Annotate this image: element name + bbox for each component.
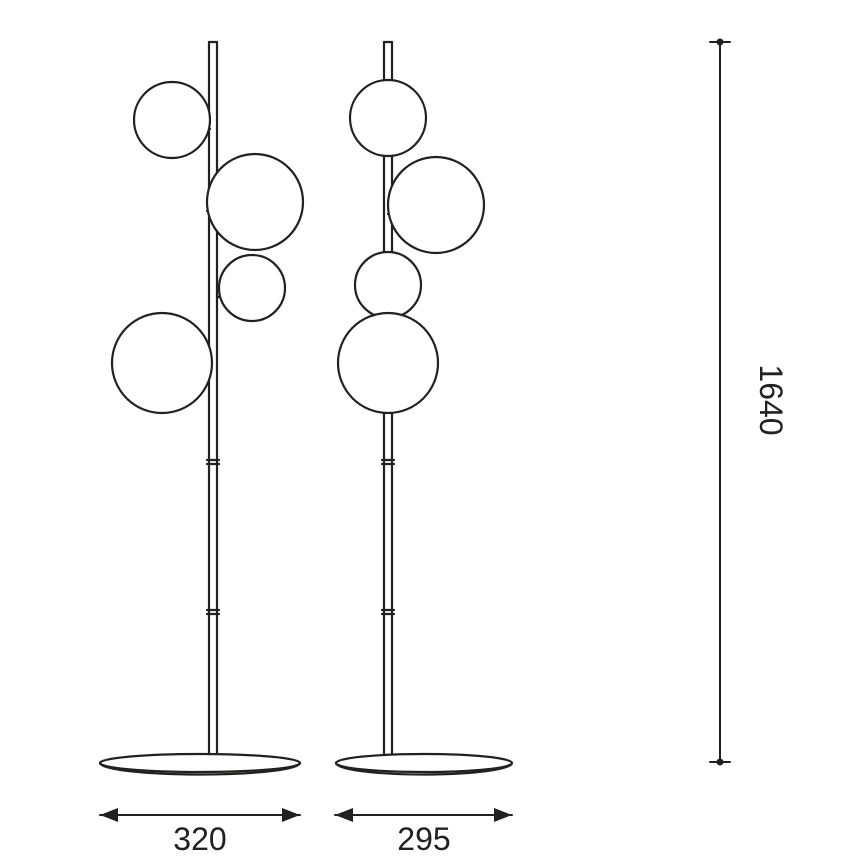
height-dimension-label: 1640 xyxy=(753,364,789,435)
globe xyxy=(207,154,303,250)
technical-drawing: 1640 320 295 xyxy=(0,0,868,868)
globe xyxy=(350,80,426,156)
globe xyxy=(219,255,285,321)
globe xyxy=(112,313,212,413)
globe xyxy=(355,252,421,318)
width-front-dimension-label: 320 xyxy=(173,821,226,857)
width-side-dimension-label: 295 xyxy=(397,821,450,857)
globe xyxy=(134,82,210,158)
globe xyxy=(338,313,438,413)
globe xyxy=(388,157,484,253)
